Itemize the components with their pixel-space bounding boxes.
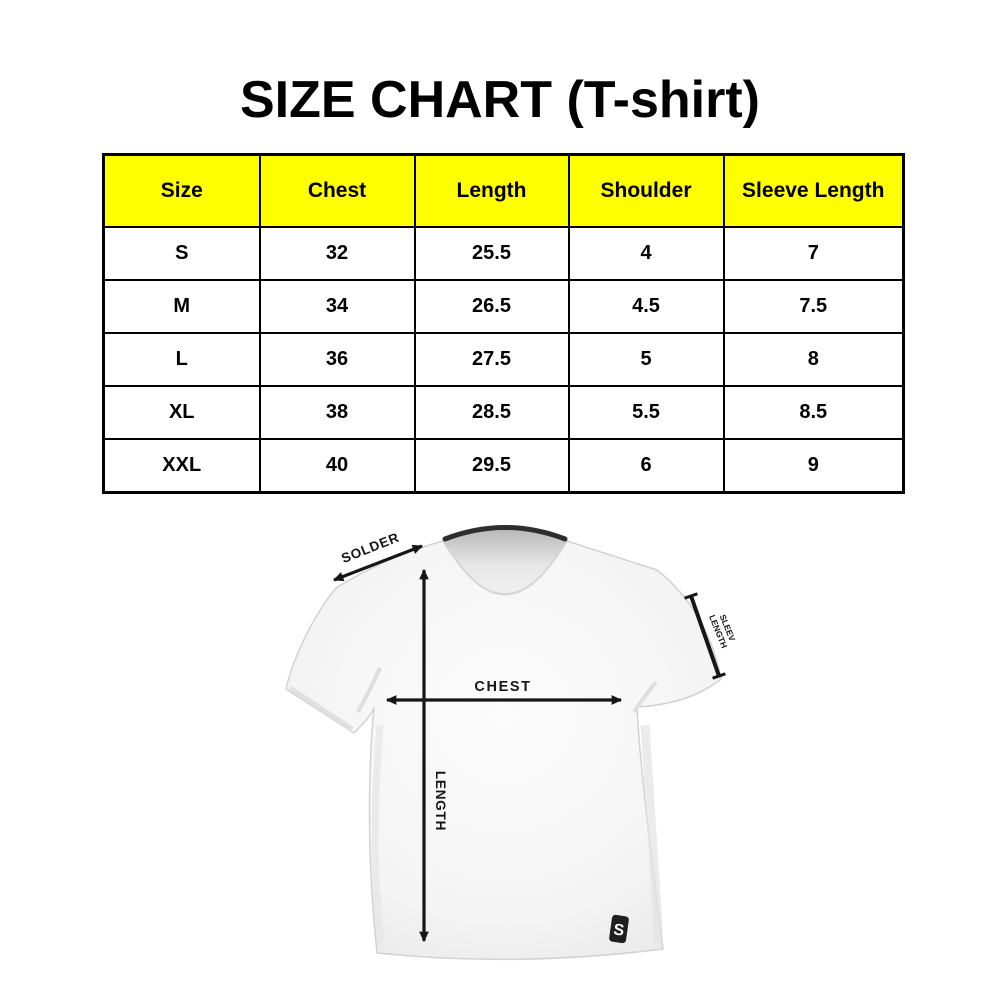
sleeve-length-label: SLEEV LENGTH <box>707 613 737 650</box>
table-cell: 4.5 <box>567 279 725 334</box>
table-cell: 7 <box>722 226 905 281</box>
table-cell: S <box>102 226 261 281</box>
table-row: XXL 40 29.5 6 9 <box>102 438 905 494</box>
table-row: S 32 25.5 4 7 <box>102 226 905 281</box>
tshirt-neck-opening <box>443 530 567 593</box>
chest-label: CHEST <box>474 679 531 695</box>
table-cell: 5 <box>567 332 725 387</box>
table-cell: 32 <box>258 226 416 281</box>
length-label: LENGTH <box>433 771 448 831</box>
table-cell: 29.5 <box>413 438 570 494</box>
table-row: M 34 26.5 4.5 7.5 <box>102 279 905 334</box>
column-header-length: Length <box>413 153 570 228</box>
column-header-size: Size <box>102 153 261 228</box>
sleeve-measure-tick-top <box>684 592 698 600</box>
table-cell: XXL <box>102 438 261 494</box>
table-cell: 28.5 <box>413 385 570 440</box>
table-cell: 26.5 <box>413 279 570 334</box>
table-cell: L <box>102 332 261 387</box>
table-cell: 34 <box>258 279 416 334</box>
column-header-shoulder: Shoulder <box>567 153 725 228</box>
tshirt-graphic: S <box>285 525 722 961</box>
table-cell: 4 <box>567 226 725 281</box>
tshirt-right-armpit-crease <box>632 680 658 714</box>
table-cell: 36 <box>258 332 416 387</box>
table-cell: 5.5 <box>567 385 725 440</box>
sleeve-measure-tick-bottom <box>712 672 726 680</box>
brand-tag: S <box>609 914 629 944</box>
tshirt-left-armpit-crease <box>356 667 382 713</box>
table-cell: 8.5 <box>722 385 905 440</box>
tshirt-left-cuff-shade <box>288 685 354 732</box>
table-cell: 7.5 <box>722 279 905 334</box>
table-row: L 36 27.5 5 8 <box>102 332 905 387</box>
table-cell: 6 <box>567 438 725 494</box>
tshirt-right-side-shade <box>640 724 664 943</box>
table-cell: 8 <box>722 332 905 387</box>
table-cell: 9 <box>722 438 905 494</box>
size-chart-table: Size Chest Length Shoulder Sleeve Length… <box>102 153 905 494</box>
column-header-sleeve-length: Sleeve Length <box>722 153 905 228</box>
table-cell: M <box>102 279 261 334</box>
table-cell: 25.5 <box>413 226 570 281</box>
tshirt-collar-seam <box>448 548 562 596</box>
column-header-chest: Chest <box>258 153 416 228</box>
tshirt-left-side-shade <box>371 724 385 946</box>
table-cell: 27.5 <box>413 332 570 387</box>
sleeve-measure-line <box>689 595 721 677</box>
shoulder-measure-arrow <box>332 544 424 582</box>
table-cell: XL <box>102 385 261 440</box>
table-cell: 38 <box>258 385 416 440</box>
page-title: SIZE CHART (T-shirt) <box>240 71 760 129</box>
brand-tag-glyph: S <box>612 921 625 939</box>
table-header-row: Size Chest Length Shoulder Sleeve Length <box>102 153 905 228</box>
tshirt-collar-band <box>442 525 568 542</box>
table-row: XL 38 28.5 5.5 8.5 <box>102 385 905 440</box>
tshirt-body-shape <box>285 540 722 961</box>
table-cell: 40 <box>258 438 416 494</box>
measurement-annotations <box>332 544 726 943</box>
